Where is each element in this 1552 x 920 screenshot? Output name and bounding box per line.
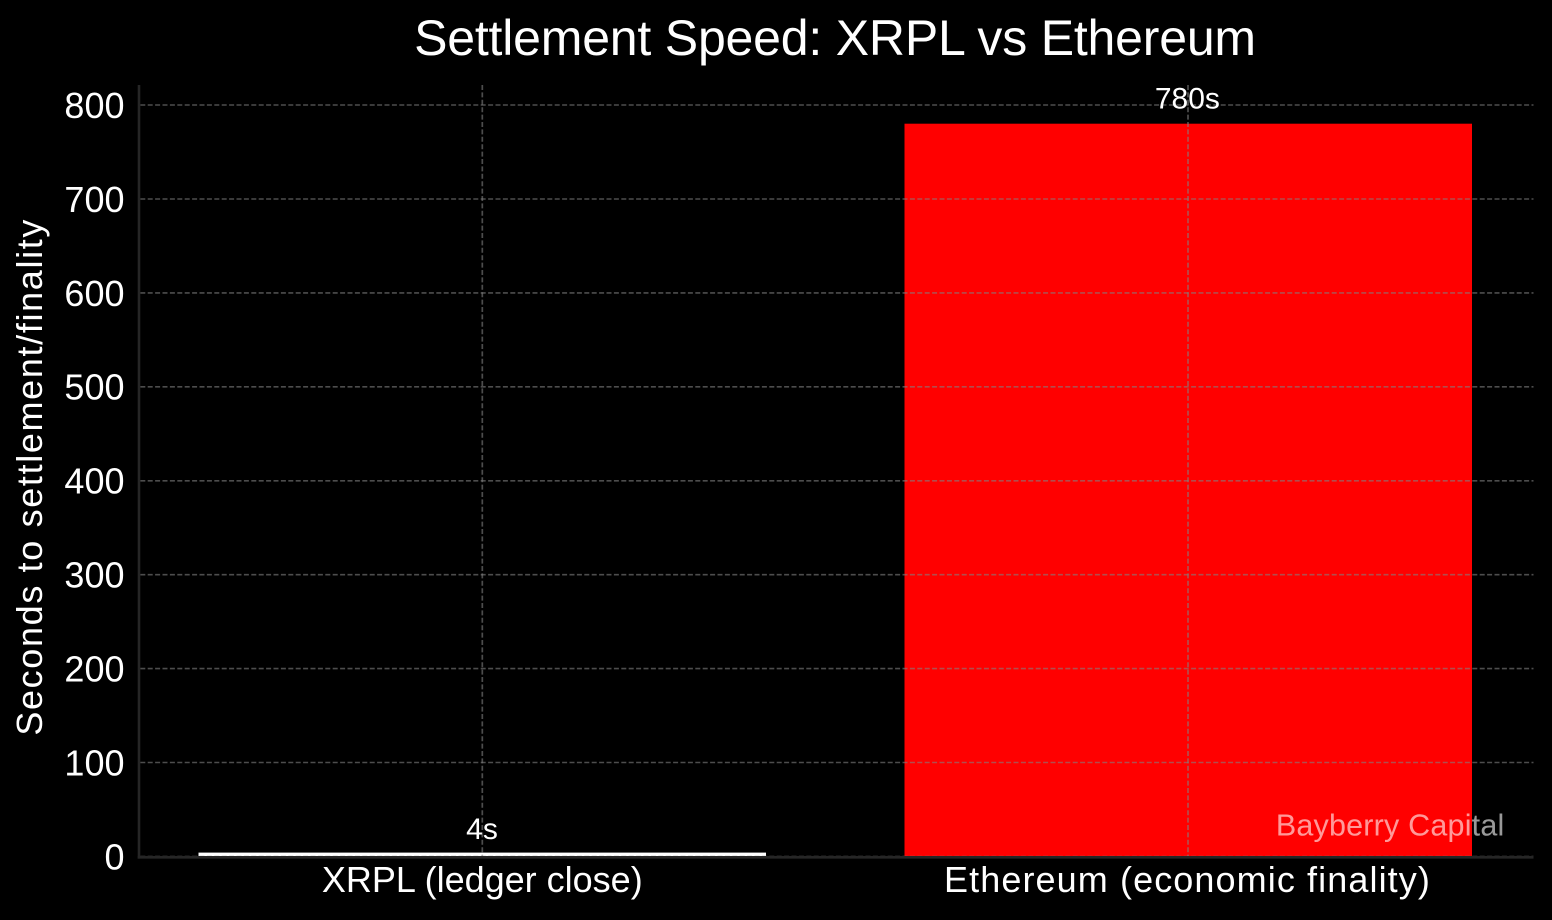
- svg-text:Settlement Speed: XRPL vs Ethe: Settlement Speed: XRPL vs Ethereum: [414, 10, 1256, 66]
- svg-text:Seconds to settlement/finality: Seconds to settlement/finality: [9, 218, 50, 736]
- svg-text:Bayberry Capital: Bayberry Capital: [1276, 809, 1505, 843]
- svg-text:4s: 4s: [466, 813, 498, 846]
- svg-text:700: 700: [64, 179, 124, 220]
- svg-text:800: 800: [64, 85, 124, 126]
- svg-text:200: 200: [64, 649, 124, 690]
- svg-text:XRPL (ledger close): XRPL (ledger close): [322, 859, 643, 900]
- svg-text:Ethereum (economic finality): Ethereum (economic finality): [944, 859, 1431, 900]
- svg-text:0: 0: [104, 836, 124, 877]
- svg-text:400: 400: [64, 461, 124, 502]
- svg-text:300: 300: [64, 555, 124, 596]
- svg-text:500: 500: [64, 367, 124, 408]
- svg-text:100: 100: [64, 742, 124, 783]
- svg-text:600: 600: [64, 273, 124, 314]
- svg-text:780s: 780s: [1155, 83, 1220, 116]
